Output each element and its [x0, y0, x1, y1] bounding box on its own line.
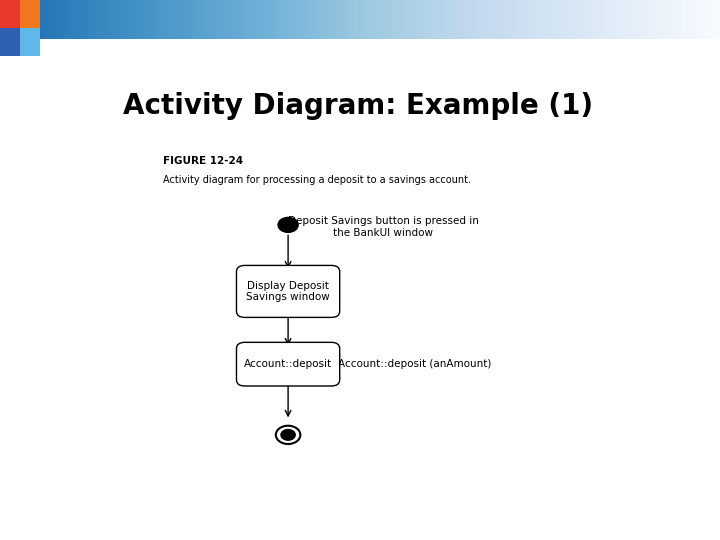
Text: Account::deposit (anAmount): Account::deposit (anAmount) — [338, 359, 492, 369]
Text: FIGURE 12-24: FIGURE 12-24 — [163, 156, 243, 166]
Text: Activity Diagram: Example (1): Activity Diagram: Example (1) — [124, 92, 593, 120]
Text: Account::deposit: Account::deposit — [244, 359, 332, 369]
Circle shape — [278, 218, 298, 232]
Text: Display Deposit
Savings window: Display Deposit Savings window — [246, 281, 330, 302]
Circle shape — [281, 429, 295, 440]
FancyBboxPatch shape — [236, 266, 340, 318]
Text: Deposit Savings button is pressed in
the BankUI window: Deposit Savings button is pressed in the… — [287, 216, 478, 238]
Text: Activity diagram for processing a deposit to a savings account.: Activity diagram for processing a deposi… — [163, 175, 471, 185]
Circle shape — [276, 426, 300, 444]
FancyBboxPatch shape — [236, 342, 340, 386]
